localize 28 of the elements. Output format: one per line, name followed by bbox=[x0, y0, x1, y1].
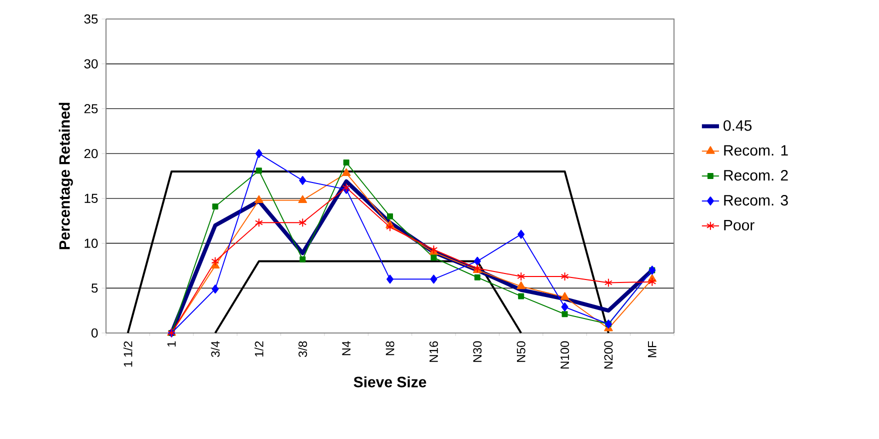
y-tick-label: 0 bbox=[91, 328, 98, 338]
y-tick-label: 5 bbox=[92, 284, 98, 293]
legend-label: Recom. 1 bbox=[724, 145, 788, 156]
y-tick-label: 30 bbox=[84, 59, 98, 68]
x-tick-label: 1 1/2 bbox=[123, 341, 132, 367]
x-tick-label: N200 bbox=[604, 341, 613, 368]
y-tick-label: 10 bbox=[84, 238, 98, 248]
y-tick-label: 20 bbox=[84, 148, 98, 158]
x-tick-label: MF bbox=[648, 341, 656, 358]
x-axis-title: Sieve Size bbox=[354, 376, 426, 388]
legend-label: 0.45 bbox=[724, 120, 752, 131]
x-tick-label: N8 bbox=[386, 341, 394, 356]
x-tick-label: 1 bbox=[167, 341, 176, 347]
y-tick-label: 15 bbox=[84, 194, 98, 203]
y-tick-label: 25 bbox=[84, 104, 98, 114]
x-tick-label: 3/8 bbox=[298, 341, 308, 358]
y-tick-label: 35 bbox=[84, 14, 98, 24]
legend-label: Poor bbox=[724, 220, 754, 230]
x-tick-label: N50 bbox=[516, 341, 526, 362]
x-tick-label: 3/4 bbox=[210, 341, 220, 358]
legend-label: Recom. 3 bbox=[724, 194, 788, 206]
x-tick-label: N16 bbox=[429, 341, 438, 362]
legend-label: Recom. 2 bbox=[724, 170, 788, 181]
y-axis-title: Percentage Retained bbox=[58, 102, 73, 250]
x-tick-label: N4 bbox=[342, 341, 350, 356]
x-tick-label: N100 bbox=[560, 341, 570, 368]
x-tick-label: 1/2 bbox=[254, 341, 264, 357]
x-tick-label: N30 bbox=[473, 341, 482, 362]
